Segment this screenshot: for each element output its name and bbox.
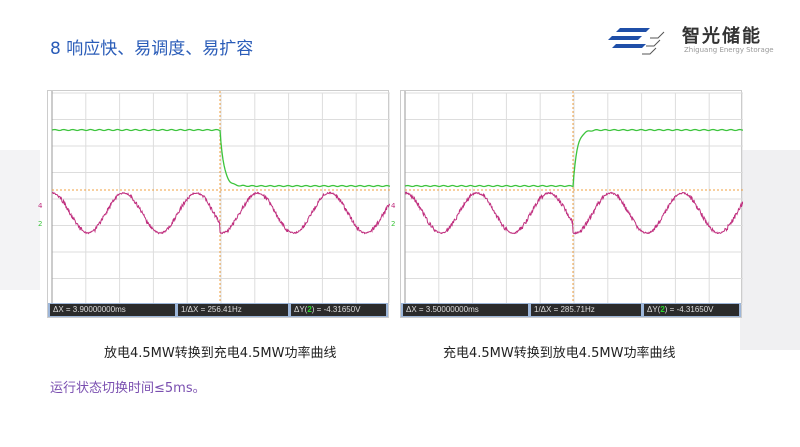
measurement-bar: ΔX = 3.90000000ms 1/ΔX = 256.41Hz ΔY(2) … [48,303,388,317]
background-shape [740,150,800,350]
oscilloscope-capture-discharge-to-charge: ΔX = 3.90000000ms 1/ΔX = 256.41Hz ΔY(2) … [47,90,389,318]
waveform-plot [48,91,390,305]
note-text: 运行状态切换时间≤5ms。 [50,377,206,396]
frequency-readout: 1/ΔX = 285.71Hz [531,304,641,316]
delta-x-readout: ΔX = 3.50000000ms [403,304,528,316]
background-shape [0,150,40,290]
frequency-readout: 1/ΔX = 256.41Hz [178,304,288,316]
logo-subtitle: Zhiguang Energy Storage [684,46,774,54]
measurement-bar: ΔX = 3.50000000ms 1/ΔX = 285.71Hz ΔY(2) … [401,303,741,317]
page-title: 8 响应快、易调度、易扩容 [50,34,253,59]
logo-name: 智光储能 [682,22,762,48]
waveform-plot [401,91,743,305]
channel-marker: 4 [391,202,395,210]
delta-y-readout: ΔY(2) = -4.31650V [644,304,739,316]
logo: 智光储能 Zhiguang Energy Storage [606,20,796,60]
channel-marker: 2 [38,220,42,228]
caption-right: 充电4.5MW转换到放电4.5MW功率曲线 [443,342,676,361]
logo-icon [606,20,676,60]
channel-marker: 4 [38,202,42,210]
oscilloscope-capture-charge-to-discharge: ΔX = 3.50000000ms 1/ΔX = 285.71Hz ΔY(2) … [400,90,742,318]
caption-left: 放电4.5MW转换到充电4.5MW功率曲线 [104,342,337,361]
channel-marker: 2 [391,220,395,228]
delta-y-readout: ΔY(2) = -4.31650V [291,304,386,316]
delta-x-readout: ΔX = 3.90000000ms [50,304,175,316]
